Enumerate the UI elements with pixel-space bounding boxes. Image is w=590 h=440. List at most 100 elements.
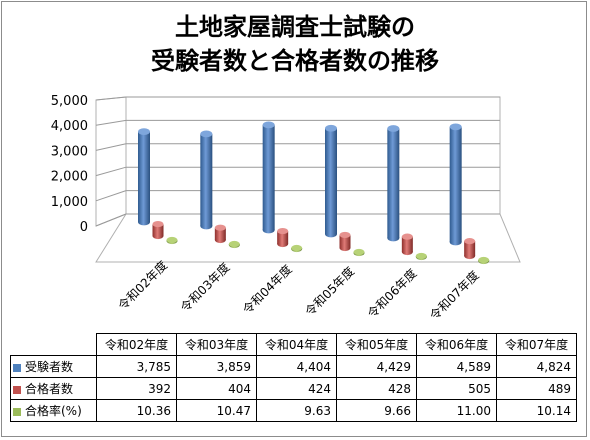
table-cell: 392 [96, 377, 177, 400]
gridline-side [95, 96, 127, 101]
table-header-cell: 令和07年度 [496, 333, 577, 356]
bar-chart-3d: 5,000 4,000 3,000 2,000 1,000 0 令和02年度 令和03年度令… [51, 94, 521, 323]
bar-examinees-top [449, 123, 462, 131]
bar-rate-top [478, 256, 490, 264]
table-cell: 404 [176, 377, 257, 400]
y-tick-label: 2,000 [51, 170, 88, 185]
chart-title-line1: 土地家屋調査士試験の [175, 13, 415, 41]
table-cell: 4,429 [336, 355, 417, 378]
bar-rate-top [291, 244, 303, 252]
bar-examinees [387, 125, 400, 242]
bar-rate [353, 248, 365, 257]
bar-examinees-top [325, 124, 337, 132]
bar-passers-body [401, 236, 413, 252]
gridline-side [95, 166, 127, 177]
bar-passers-top [214, 224, 226, 231]
bar-rate-top [228, 240, 240, 248]
table-cell: 9.63 [256, 399, 337, 422]
bar-examinees [325, 124, 337, 238]
legend-key-green [13, 407, 21, 416]
legend-entry-examinees: 受験者数 [10, 355, 97, 378]
x-tick-label: 令和07年度 [426, 268, 481, 323]
table-cell: 4,824 [496, 355, 577, 378]
legend-key-red [13, 385, 21, 394]
table-corner [10, 333, 97, 356]
table-cell: 4,589 [416, 355, 497, 378]
bar-examinees-top [387, 125, 400, 132]
table-cell: 10.36 [96, 399, 177, 422]
legend-entry-passers: 合格者数 [10, 377, 97, 400]
bar-rate [415, 252, 427, 261]
x-tick-label: 令和04年度 [239, 262, 294, 317]
bar-rate-top [166, 236, 178, 244]
bar-rate [478, 256, 490, 265]
x-tick-label: 令和06年度 [364, 266, 419, 321]
gridline-side [95, 143, 127, 151]
y-tick-label: 3,000 [51, 144, 88, 159]
x-axis-tick-labels: 令和02年度 令和03年度 令和04年度 令和05年度 令和06年度 令和07年度 [115, 258, 482, 323]
x-tick-label: 令和05年度 [302, 264, 357, 319]
x-tick-label: 令和03年度 [177, 260, 232, 315]
gridline-side [95, 190, 127, 202]
bar-rate [228, 240, 240, 249]
table-cell: 10.14 [496, 399, 577, 422]
data-table: 令和02年度 令和03年度 令和04年度 令和05年度 令和06年度 令和07年… [10, 333, 577, 422]
bar-passers-body [464, 241, 476, 256]
table-cell: 505 [416, 377, 497, 400]
bar-rate-top [415, 252, 427, 260]
bar-examinees-top [200, 130, 213, 138]
table-header-row: 令和02年度 令和03年度 令和04年度 令和05年度 令和06年度 令和07年… [10, 333, 577, 356]
bar-passers [401, 233, 413, 256]
table-cell: 4,404 [256, 355, 337, 378]
chart-title: 土地家屋調査士試験の 受験者数と合格者数の推移 [0, 10, 590, 78]
table-header-cell: 令和05年度 [336, 333, 417, 356]
bar-passers-top [401, 233, 413, 240]
bar-passers-body [339, 234, 351, 248]
table-cell: 489 [496, 377, 577, 400]
bar-passers [152, 220, 164, 240]
y-tick-label: 5,000 [51, 94, 88, 109]
chart-side-wall [95, 96, 127, 227]
bar-passers [339, 231, 351, 252]
y-tick-label: 0 [80, 220, 88, 235]
chart-bars [138, 121, 490, 265]
bar-examinees-body [138, 131, 150, 222]
y-axis-tick-labels: 5,000 4,000 3,000 2,000 1,000 0 [51, 94, 88, 235]
table-header-cell: 令和06年度 [416, 333, 497, 356]
gridline-side [95, 119, 127, 126]
legend-entry-rate: 合格率(%) [10, 399, 97, 422]
bar-passers-top [152, 220, 164, 228]
y-tick-label: 4,000 [51, 119, 88, 134]
table-row-examinees: 受験者数 3,785 3,859 4,404 4,429 4,589 4,824 [10, 355, 577, 378]
table-header-cell: 令和02年度 [96, 333, 177, 356]
bar-examinees-body [387, 128, 400, 238]
table-cell: 424 [256, 377, 337, 400]
legend-label: 合格率(%) [25, 404, 82, 418]
y-tick-label: 1,000 [51, 195, 88, 210]
table-cell: 428 [336, 377, 417, 400]
bar-passers-body [214, 227, 226, 240]
bar-examinees-body [200, 133, 213, 226]
bar-passers [464, 238, 476, 260]
chart-back-wall [125, 96, 501, 215]
table-header-cell: 令和03年度 [176, 333, 257, 356]
gridline-side [95, 213, 127, 227]
bar-passers-top [464, 238, 476, 245]
legend-key-blue [13, 363, 21, 372]
bar-examinees [138, 128, 150, 226]
bar-examinees-top [262, 121, 275, 129]
table-cell: 11.00 [416, 399, 497, 422]
table-header-cell: 令和04年度 [256, 333, 337, 356]
bar-rate-top [353, 248, 365, 256]
legend-label: 合格者数 [25, 382, 74, 396]
table-row-passers: 合格者数 392 404 424 428 505 489 [10, 377, 577, 400]
bar-passers [277, 228, 289, 248]
bar-passers-top [339, 231, 351, 239]
bar-examinees [200, 130, 213, 230]
chart-title-line2: 受験者数と合格者数の推移 [151, 47, 439, 75]
table-cell: 3,859 [176, 355, 257, 378]
table-cell: 3,785 [96, 355, 177, 378]
bar-examinees [449, 123, 462, 246]
table-cell: 9.66 [336, 399, 417, 422]
chart-walls [95, 96, 521, 263]
